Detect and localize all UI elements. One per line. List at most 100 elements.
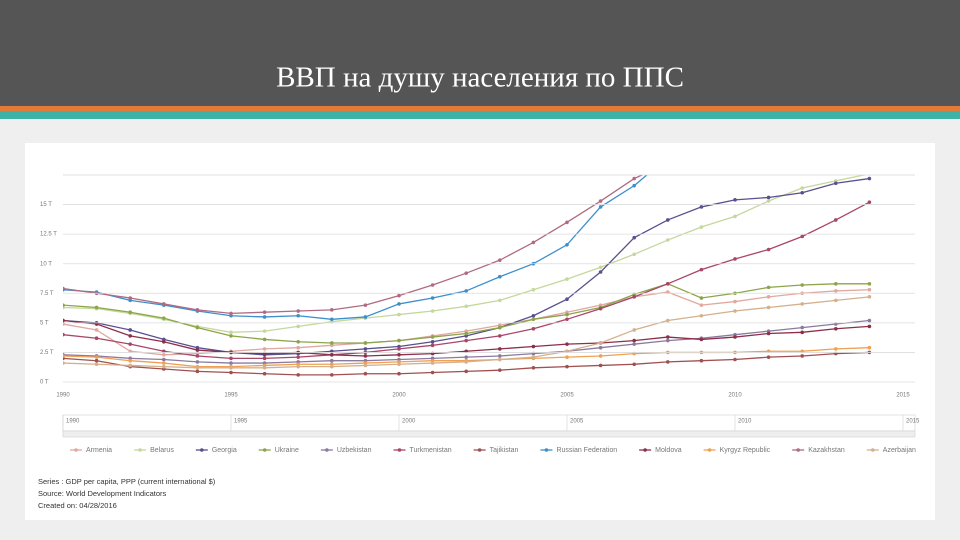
data-point (330, 373, 334, 377)
data-point (867, 176, 872, 181)
data-point (330, 308, 334, 312)
data-point (229, 330, 233, 335)
data-point (766, 247, 771, 252)
data-point (565, 277, 569, 281)
data-point (531, 355, 536, 359)
data-point (531, 366, 536, 370)
x-tick-label: 2005 (560, 393, 574, 399)
data-point (63, 332, 65, 337)
data-point (666, 338, 670, 343)
data-point (498, 334, 502, 338)
data-point (94, 328, 99, 332)
data-point (733, 357, 737, 362)
data-point (498, 258, 502, 262)
data-point (733, 299, 737, 304)
data-point (565, 355, 569, 359)
data-point (632, 183, 636, 188)
data-point (330, 364, 334, 369)
data-point (666, 282, 670, 286)
navigator-label: 2000 (402, 419, 416, 425)
data-point (397, 338, 401, 343)
data-point (229, 311, 233, 316)
x-tick-label: 2000 (392, 393, 406, 399)
navigator-label: 1995 (234, 419, 248, 425)
data-point (531, 240, 536, 245)
data-point (262, 347, 267, 351)
data-point (464, 369, 469, 374)
data-point (162, 339, 166, 344)
data-point (397, 352, 401, 357)
legend-dot (138, 448, 142, 452)
source-note: Series : GDP per capita, PPP (current in… (38, 477, 216, 486)
data-point (800, 283, 804, 287)
data-point (464, 304, 469, 309)
data-point (531, 317, 536, 322)
data-point (229, 334, 233, 338)
data-point (531, 287, 536, 292)
data-point (632, 338, 636, 343)
legend-dot (707, 448, 712, 452)
legend-label: Georgia (212, 447, 237, 454)
x-tick-label: 2015 (896, 393, 910, 399)
data-point (666, 318, 670, 323)
data-point (162, 357, 166, 362)
data-point (430, 296, 435, 300)
data-point (699, 313, 704, 318)
data-point (565, 242, 569, 247)
data-point (464, 355, 469, 359)
data-point (63, 303, 65, 307)
data-point (867, 282, 872, 286)
data-point (766, 285, 771, 290)
navigator[interactable] (62, 414, 916, 432)
data-point (363, 347, 368, 351)
data-point (598, 363, 603, 368)
data-point (397, 371, 401, 376)
data-point (262, 337, 267, 342)
data-point (430, 370, 435, 375)
data-point (598, 205, 603, 209)
data-point (598, 199, 603, 203)
legend-label: Uzbekistan (337, 447, 372, 454)
data-point (430, 335, 435, 339)
y-tick-label: 0 T (40, 380, 49, 386)
data-point (800, 234, 804, 239)
legend-label: Armenia (86, 447, 112, 454)
data-point (666, 335, 670, 339)
data-point (430, 343, 435, 348)
navigator-label: 2005 (570, 419, 584, 425)
data-point (195, 308, 200, 312)
data-point (397, 302, 401, 306)
data-point (195, 348, 200, 352)
data-point (128, 358, 132, 363)
data-point (363, 341, 368, 345)
data-point (699, 337, 704, 342)
data-point (565, 317, 569, 322)
legend-dot (870, 448, 875, 452)
legend-label: Russian Federation (556, 447, 617, 454)
data-point (766, 195, 771, 200)
legend-dot (544, 448, 549, 452)
legend-dot (796, 448, 800, 452)
legend-dot (200, 448, 204, 452)
data-point (498, 298, 502, 303)
data-point (296, 364, 301, 369)
data-point (834, 181, 838, 186)
data-point (834, 298, 838, 303)
legend-label: Kazakhstan (808, 447, 845, 454)
x-tick-label: 2010 (728, 393, 742, 399)
data-point (666, 360, 670, 364)
scrollbar[interactable] (62, 430, 916, 438)
data-point (800, 302, 804, 306)
data-point (800, 330, 804, 335)
y-tick-label: 12.5 T (40, 232, 57, 238)
data-point (800, 186, 804, 190)
data-point (800, 354, 804, 358)
y-tick-label: 15 T (40, 202, 52, 208)
data-point (632, 235, 636, 240)
data-point (598, 345, 603, 350)
data-point (598, 265, 603, 270)
data-point (229, 370, 233, 375)
data-point (464, 338, 469, 343)
data-point (565, 312, 569, 317)
data-point (867, 200, 872, 205)
